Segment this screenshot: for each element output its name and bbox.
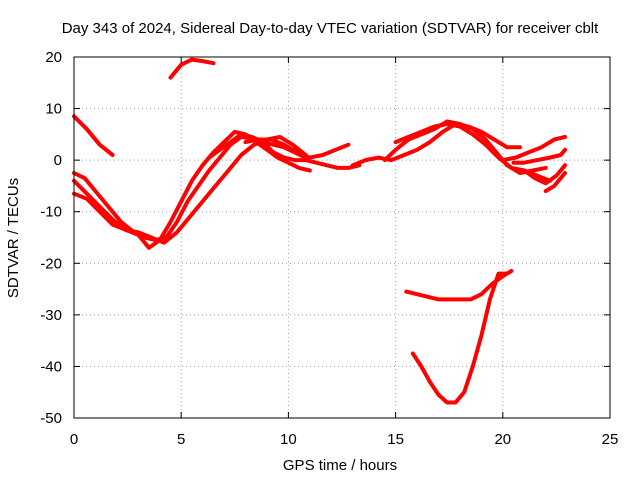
y-tick-label: -40 (40, 358, 62, 375)
series-track-9 (382, 119, 548, 175)
x-tick-label: 20 (494, 431, 511, 448)
y-tick-label: 20 (45, 49, 62, 66)
series-track-7 (243, 137, 351, 160)
data-series (72, 57, 567, 405)
x-tick-label: 25 (602, 431, 619, 448)
plot-frame (73, 56, 611, 419)
y-tick-label: 10 (45, 101, 62, 118)
y-tick-label: -20 (40, 255, 62, 272)
series-track-11 (500, 134, 567, 163)
x-axis-label: GPS time / hours (283, 457, 397, 474)
x-tick-labels: 0 5 10 15 20 25 (70, 431, 619, 448)
series-track-6 (207, 132, 362, 170)
series-track-16 (410, 271, 510, 405)
y-axis-label: SDTVAR / TECUs (5, 178, 22, 298)
series-track-1 (72, 114, 115, 157)
chart-title: Day 343 of 2024, Sidereal Day-to-day VTE… (62, 20, 599, 37)
series-track-14 (543, 171, 567, 194)
axis-ticks (73, 56, 611, 419)
x-tick-label: 5 (177, 431, 185, 448)
y-tick-label: 0 (54, 152, 62, 169)
y-tick-label: -10 (40, 204, 62, 221)
series-track-13 (522, 163, 567, 186)
series-track-8 (350, 122, 522, 168)
x-tick-label: 15 (387, 431, 404, 448)
series-track-12 (511, 147, 567, 165)
series-track-3 (72, 134, 308, 243)
x-tick-label: 10 (280, 431, 297, 448)
y-tick-labels: 20 10 0 -10 -20 -30 -40 -50 (40, 49, 62, 427)
y-tick-label: -50 (40, 410, 62, 427)
x-tick-label: 0 (70, 431, 78, 448)
series-track-4 (72, 129, 312, 250)
grid-lines (74, 57, 610, 418)
series-track-2 (168, 57, 216, 80)
y-tick-label: -30 (40, 307, 62, 324)
